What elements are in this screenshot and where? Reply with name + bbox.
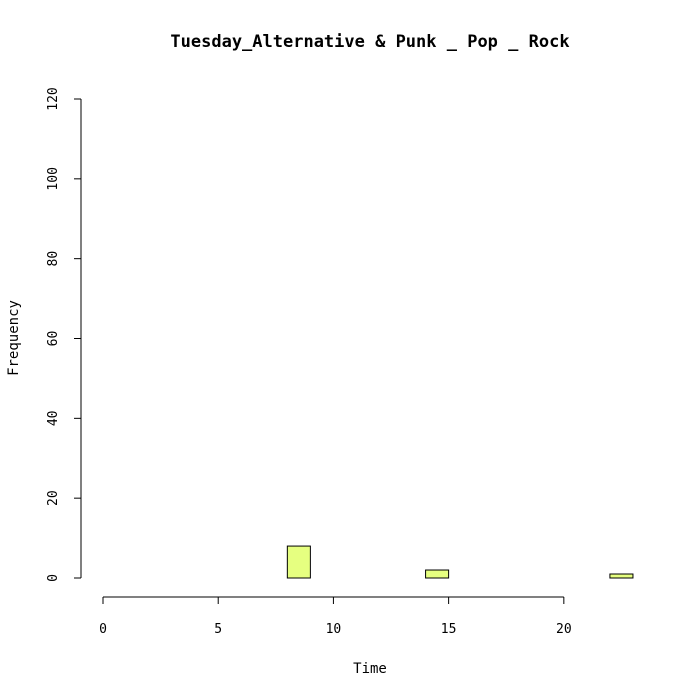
x-tick-label-20: 20	[556, 622, 572, 637]
y-tick-label-120: 120	[46, 87, 61, 110]
y-tick-label-0: 0	[46, 574, 61, 582]
histogram-bar-14	[425, 569, 450, 579]
y-tick-label-80: 80	[46, 251, 61, 267]
x-tick-label-15: 15	[441, 622, 457, 637]
y-axis: 0 20 40 60 80 100 120	[46, 87, 82, 582]
y-tick-label-60: 60	[46, 331, 61, 347]
x-tick-label-0: 0	[99, 622, 107, 637]
histogram-bar-8	[286, 545, 311, 579]
x-axis-label: Time	[353, 661, 387, 677]
y-tick-label-20: 20	[46, 490, 61, 506]
y-tick-label-40: 40	[46, 411, 61, 427]
y-axis-label: Frequency	[6, 300, 22, 376]
bars-group	[286, 545, 634, 579]
x-axis: 0 5 10 15 20	[99, 596, 572, 637]
y-tick-label-100: 100	[46, 167, 61, 190]
chart-title: Tuesday_Alternative & Punk _ Pop _ Rock	[170, 32, 569, 52]
x-tick-label-5: 5	[214, 622, 222, 637]
histogram-bar-22	[609, 573, 634, 579]
x-tick-label-10: 10	[326, 622, 342, 637]
